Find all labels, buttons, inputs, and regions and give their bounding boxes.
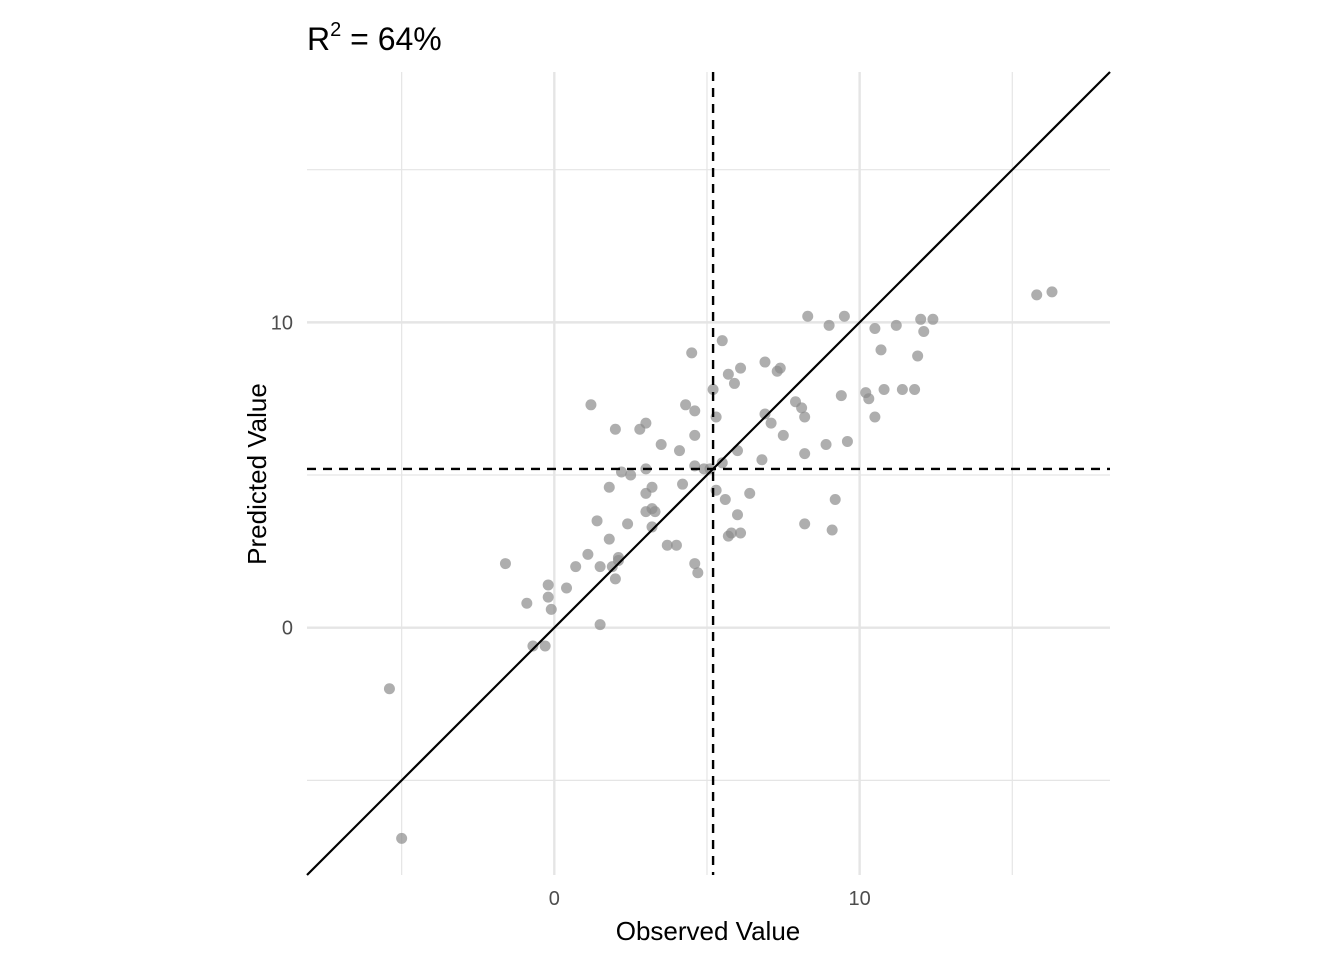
data-point: [744, 487, 756, 499]
data-point: [1031, 289, 1043, 301]
data-point: [603, 533, 615, 545]
data-point: [725, 527, 737, 539]
reference-lines: [306, 71, 1111, 876]
data-point: [756, 454, 768, 466]
data-point: [594, 561, 606, 573]
data-point: [692, 567, 704, 579]
data-point: [823, 319, 835, 331]
data-point: [799, 448, 811, 460]
data-point: [527, 640, 539, 652]
y-axis-title: Predicted Value: [242, 383, 272, 565]
data-point: [869, 322, 881, 334]
data-point: [561, 582, 573, 594]
data-point: [869, 411, 881, 423]
data-point: [661, 539, 673, 551]
data-point: [603, 481, 615, 493]
x-axis-title: Observed Value: [616, 916, 801, 946]
data-point: [719, 493, 731, 505]
data-point: [673, 445, 685, 457]
gridlines: [307, 72, 1110, 875]
data-points: [383, 286, 1058, 844]
data-point: [594, 619, 606, 631]
data-point: [707, 384, 719, 396]
data-point: [909, 384, 921, 396]
data-point: [728, 377, 740, 389]
data-point: [838, 310, 850, 322]
data-point: [918, 326, 930, 338]
data-point: [890, 319, 902, 331]
data-point: [826, 524, 838, 536]
data-point: [625, 469, 637, 481]
data-point: [912, 350, 924, 362]
data-point: [735, 527, 747, 539]
data-point: [829, 493, 841, 505]
x-tick-label: 10: [849, 888, 871, 910]
data-point: [542, 579, 554, 591]
data-point: [732, 509, 744, 521]
data-point: [640, 417, 652, 429]
data-point: [521, 597, 533, 609]
data-point: [799, 518, 811, 530]
data-point: [609, 423, 621, 435]
data-point: [539, 640, 551, 652]
data-point: [542, 591, 554, 603]
data-point: [670, 539, 682, 551]
data-point: [915, 313, 927, 325]
y-tick-label: 0: [282, 618, 293, 640]
data-point: [655, 438, 667, 450]
data-point: [396, 832, 408, 844]
data-point: [863, 393, 875, 405]
data-point: [545, 603, 557, 615]
data-point: [735, 362, 747, 374]
data-point: [765, 417, 777, 429]
data-point: [875, 344, 887, 356]
data-point: [927, 313, 939, 325]
data-point: [878, 384, 890, 396]
data-point: [820, 438, 832, 450]
identity-line: [306, 71, 1111, 876]
data-point: [689, 405, 701, 417]
x-tick-label: 0: [549, 888, 560, 910]
data-point: [383, 683, 395, 695]
data-point: [777, 429, 789, 441]
data-point: [591, 515, 603, 527]
data-point: [802, 310, 814, 322]
data-point: [686, 347, 698, 359]
data-point: [609, 573, 621, 585]
data-point: [759, 356, 771, 368]
data-point: [570, 561, 582, 573]
data-point: [689, 558, 701, 570]
data-point: [582, 548, 594, 560]
data-point: [622, 518, 634, 530]
chart-title: R2 = 64%: [307, 19, 442, 57]
data-point: [799, 411, 811, 423]
data-point: [841, 435, 853, 447]
data-point: [759, 408, 771, 420]
data-point: [774, 362, 786, 374]
data-point: [722, 368, 734, 380]
data-point: [677, 478, 689, 490]
tick-labels: 0 0 10 10: [271, 312, 871, 910]
data-point: [896, 384, 908, 396]
data-point: [716, 335, 728, 347]
data-point: [689, 429, 701, 441]
data-point: [732, 445, 744, 457]
data-point: [680, 399, 692, 411]
data-point: [716, 457, 728, 469]
data-point: [835, 390, 847, 402]
data-point: [612, 555, 624, 567]
data-point: [646, 521, 658, 533]
data-point: [646, 481, 658, 493]
data-point: [1046, 286, 1058, 298]
data-point: [499, 558, 511, 570]
data-point: [796, 402, 808, 414]
y-tick-label: 10: [271, 312, 293, 334]
data-point: [585, 399, 597, 411]
data-point: [649, 506, 661, 518]
